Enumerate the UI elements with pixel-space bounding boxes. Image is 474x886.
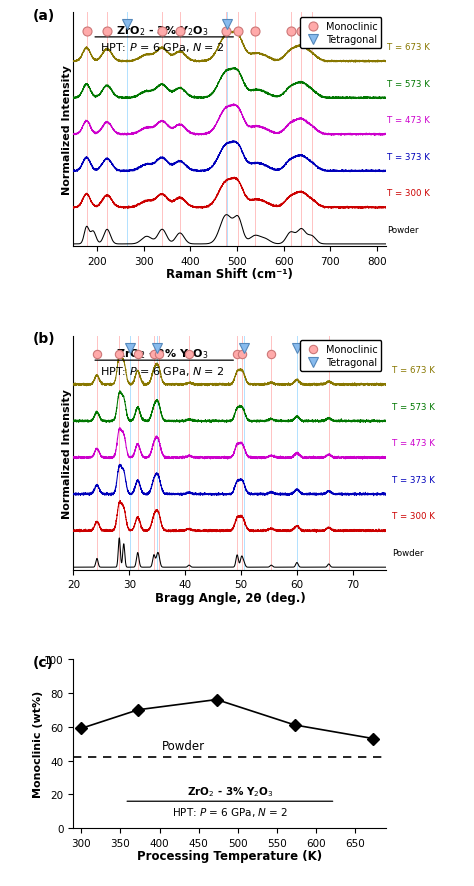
Y-axis label: Normalized Intensity: Normalized Intensity <box>62 388 72 518</box>
Text: HPT: $\mathit{P}$ = 6 GPa, $\mathit{N}$ = 2: HPT: $\mathit{P}$ = 6 GPa, $\mathit{N}$ … <box>100 364 225 377</box>
Text: ZrO$_2$ - 3% Y$_2$O$_3$: ZrO$_2$ - 3% Y$_2$O$_3$ <box>116 346 209 361</box>
Y-axis label: Normalized Intensity: Normalized Intensity <box>62 66 72 195</box>
Text: (b): (b) <box>33 331 55 346</box>
Text: T = 673 K: T = 673 K <box>392 366 435 375</box>
Text: HPT: $\mathit{P}$ = 6 GPa, $\mathit{N}$ = 2: HPT: $\mathit{P}$ = 6 GPa, $\mathit{N}$ … <box>100 42 225 54</box>
Text: T = 300 K: T = 300 K <box>387 189 430 198</box>
Text: Powder: Powder <box>387 226 419 235</box>
Text: HPT: $\mathit{P}$ = 6 GPa, $\mathit{N}$ = 2: HPT: $\mathit{P}$ = 6 GPa, $\mathit{N}$ … <box>172 805 288 818</box>
Text: (a): (a) <box>33 9 55 23</box>
Text: T = 473 K: T = 473 K <box>387 116 430 125</box>
Text: T = 373 K: T = 373 K <box>387 152 430 161</box>
Text: Powder: Powder <box>392 548 423 557</box>
X-axis label: Raman Shift (cm⁻¹): Raman Shift (cm⁻¹) <box>166 268 293 281</box>
Text: T = 573 K: T = 573 K <box>387 80 430 89</box>
Text: T = 673 K: T = 673 K <box>387 43 430 52</box>
Legend: Monoclinic, Tetragonal: Monoclinic, Tetragonal <box>300 18 382 49</box>
Text: T = 300 K: T = 300 K <box>392 512 435 521</box>
Y-axis label: Monoclinic (wt%): Monoclinic (wt%) <box>33 690 43 797</box>
Text: T = 373 K: T = 373 K <box>392 476 435 485</box>
Text: T = 473 K: T = 473 K <box>392 439 435 447</box>
Text: ZrO$_2$ - 3% Y$_2$O$_3$: ZrO$_2$ - 3% Y$_2$O$_3$ <box>186 784 273 798</box>
Text: ZrO$_2$ - 3% Y$_2$O$_3$: ZrO$_2$ - 3% Y$_2$O$_3$ <box>116 24 209 37</box>
X-axis label: Processing Temperature (K): Processing Temperature (K) <box>137 850 322 862</box>
Text: Powder: Powder <box>162 739 204 752</box>
X-axis label: Bragg Angle, 2θ (deg.): Bragg Angle, 2θ (deg.) <box>155 591 305 604</box>
Legend: Monoclinic, Tetragonal: Monoclinic, Tetragonal <box>300 341 382 372</box>
Text: T = 573 K: T = 573 K <box>392 402 435 411</box>
Text: (c): (c) <box>33 656 54 670</box>
